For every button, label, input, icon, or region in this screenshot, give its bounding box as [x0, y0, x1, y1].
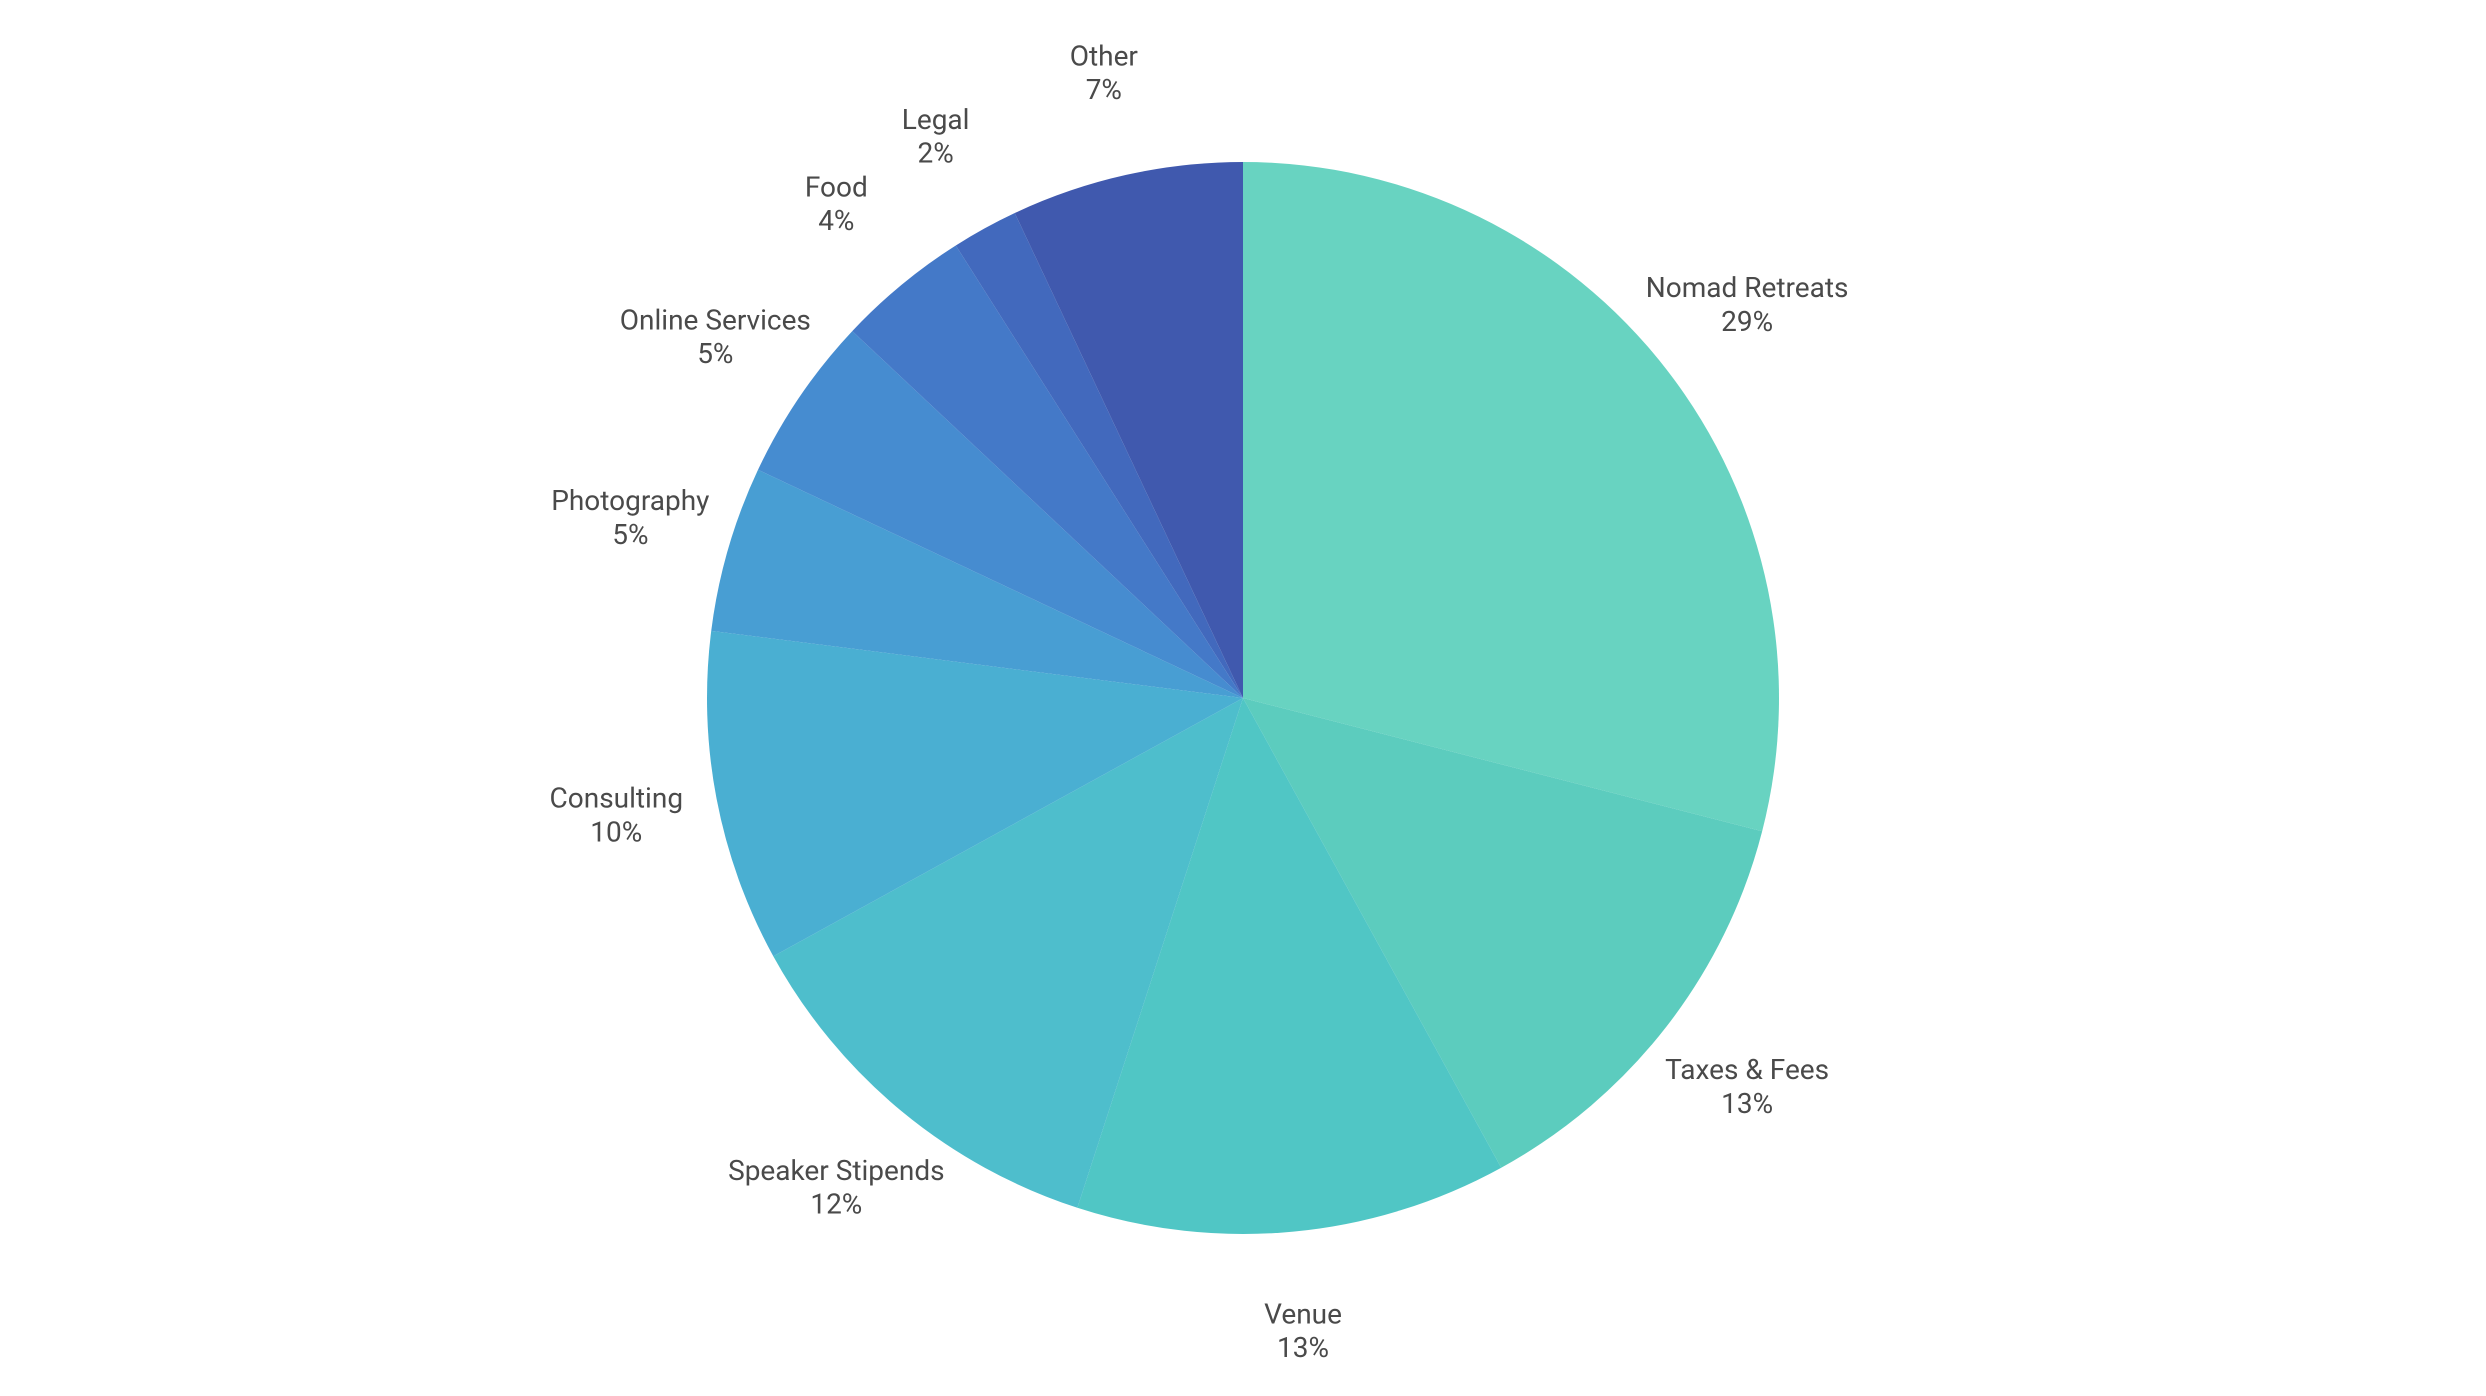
pie-slice-percent: 12% [810, 1187, 862, 1220]
pie-slice-label: Venue [1264, 1297, 1342, 1330]
pie-slice-label: Food [805, 171, 868, 204]
pie-slice-label-group: Nomad Retreats29% [1646, 271, 1849, 338]
pie-slice-label-group: Consulting10% [550, 782, 684, 849]
pie-slice-percent: 5% [697, 337, 733, 370]
pie-slice-percent: 29% [1721, 305, 1773, 338]
pie-slice-percent: 7% [1086, 73, 1122, 106]
pie-slice-label: Legal [902, 103, 970, 136]
pie-slice-label: Consulting [550, 782, 684, 815]
pie-slice-label: Nomad Retreats [1646, 271, 1849, 304]
pie-slice-percent: 4% [818, 204, 854, 237]
pie-slice-label-group: Speaker Stipends12% [728, 1154, 945, 1221]
pie-slice-label-group: Photography5% [551, 484, 709, 551]
pie-slice-label-group: Other7% [1070, 40, 1139, 107]
pie-chart: Nomad Retreats29%Taxes & Fees13%Venue13%… [0, 0, 2486, 1396]
pie-slice-label: Taxes & Fees [1665, 1053, 1829, 1086]
pie-slice-percent: 13% [1277, 1331, 1329, 1364]
pie-slices [707, 162, 1779, 1234]
pie-slice-label-group: Legal2% [902, 103, 970, 170]
pie-slice-percent: 5% [612, 518, 648, 551]
pie-slice-label: Speaker Stipends [728, 1154, 945, 1187]
pie-slice-label: Photography [551, 484, 709, 517]
pie-slice-percent: 13% [1721, 1087, 1773, 1120]
pie-slice-percent: 10% [590, 815, 642, 848]
chart-container: Nomad Retreats29%Taxes & Fees13%Venue13%… [0, 0, 2486, 1396]
pie-slice-label-group: Food4% [805, 171, 868, 238]
pie-slice-label: Online Services [620, 304, 811, 337]
pie-slice-label-group: Venue13% [1264, 1297, 1342, 1364]
pie-slice-label-group: Online Services5% [620, 304, 811, 371]
pie-slice-label: Other [1070, 40, 1139, 73]
pie-slice-label-group: Taxes & Fees13% [1665, 1053, 1829, 1120]
pie-slice-percent: 2% [918, 137, 954, 170]
